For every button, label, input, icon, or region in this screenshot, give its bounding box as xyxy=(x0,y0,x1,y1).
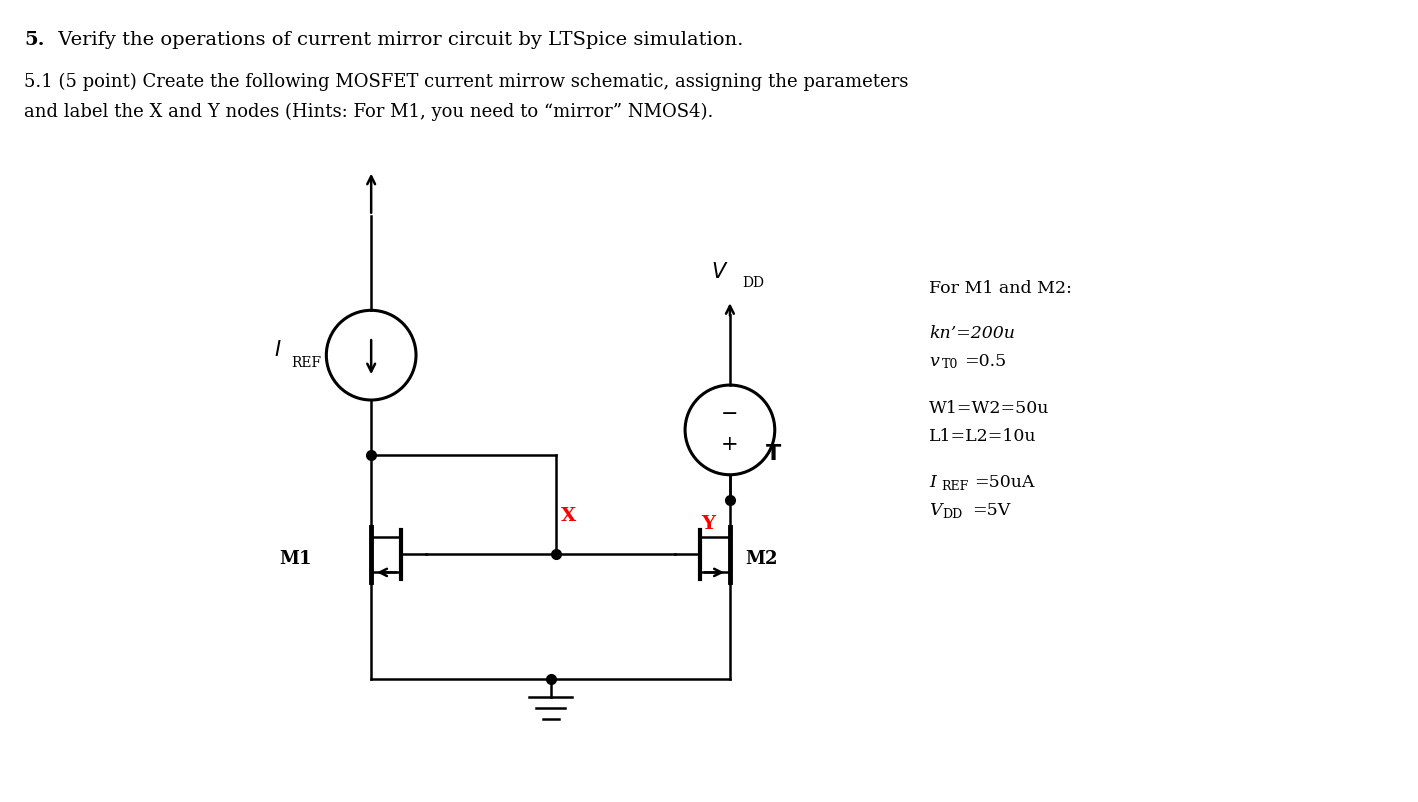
Text: =5V: =5V xyxy=(973,501,1011,519)
Text: 5.1 (5 point) Create the following MOSFET current mirrow schematic, assigning th: 5.1 (5 point) Create the following MOSFE… xyxy=(24,73,909,91)
Text: M2: M2 xyxy=(744,550,777,569)
Text: L1=L2=10u: L1=L2=10u xyxy=(929,428,1037,445)
Text: REF: REF xyxy=(942,480,968,492)
Text: Y: Y xyxy=(700,515,715,533)
Text: $I$: $I$ xyxy=(274,340,282,360)
Text: −: − xyxy=(722,406,739,424)
Text: X: X xyxy=(560,507,576,525)
Text: =0.5: =0.5 xyxy=(964,353,1007,371)
Text: $\mathbf{T}$: $\mathbf{T}$ xyxy=(764,443,781,465)
Text: DD: DD xyxy=(942,508,963,520)
Text: +: + xyxy=(722,435,739,455)
Text: REF: REF xyxy=(291,356,322,371)
Text: $V$: $V$ xyxy=(712,262,729,282)
Text: Verify the operations of current mirror circuit by LTSpice simulation.: Verify the operations of current mirror … xyxy=(52,31,743,49)
Text: and label the X and Y nodes (Hints: For M1, you need to “mirror” NMOS4).: and label the X and Y nodes (Hints: For … xyxy=(24,103,713,121)
Text: DD: DD xyxy=(742,277,764,290)
Text: I: I xyxy=(929,474,936,491)
Text: W1=W2=50u: W1=W2=50u xyxy=(929,400,1049,417)
Text: 5.: 5. xyxy=(24,31,45,49)
Text: M1: M1 xyxy=(279,550,312,569)
Text: V: V xyxy=(929,501,942,519)
Text: v: v xyxy=(929,353,939,371)
Text: T0: T0 xyxy=(942,358,959,371)
Text: kn’=200u: kn’=200u xyxy=(929,326,1015,342)
Text: =50uA: =50uA xyxy=(974,474,1035,491)
Text: For M1 and M2:: For M1 and M2: xyxy=(929,281,1072,298)
